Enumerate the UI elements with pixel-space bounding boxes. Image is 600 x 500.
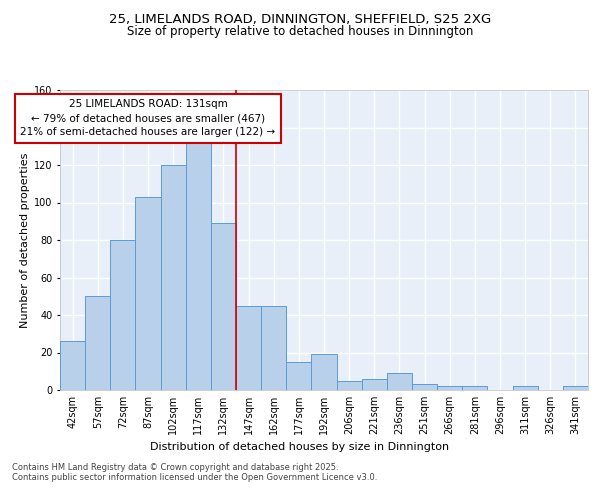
Bar <box>186 138 211 390</box>
Text: 25 LIMELANDS ROAD: 131sqm
← 79% of detached houses are smaller (467)
21% of semi: 25 LIMELANDS ROAD: 131sqm ← 79% of detac… <box>20 100 275 138</box>
Text: Contains HM Land Registry data © Crown copyright and database right 2025.
Contai: Contains HM Land Registry data © Crown c… <box>12 462 377 482</box>
Text: 25, LIMELANDS ROAD, DINNINGTON, SHEFFIELD, S25 2XG: 25, LIMELANDS ROAD, DINNINGTON, SHEFFIEL… <box>109 12 491 26</box>
Bar <box>437 386 462 390</box>
Bar <box>337 380 362 390</box>
Bar <box>261 306 286 390</box>
Bar <box>311 354 337 390</box>
Y-axis label: Number of detached properties: Number of detached properties <box>20 152 29 328</box>
Bar <box>286 362 311 390</box>
Bar <box>136 197 161 390</box>
Bar <box>563 386 588 390</box>
Bar <box>110 240 136 390</box>
Text: Size of property relative to detached houses in Dinnington: Size of property relative to detached ho… <box>127 25 473 38</box>
Bar <box>362 379 387 390</box>
Bar <box>60 341 85 390</box>
Bar <box>512 386 538 390</box>
Bar <box>85 296 110 390</box>
Bar <box>462 386 487 390</box>
Bar <box>161 165 186 390</box>
Bar <box>387 373 412 390</box>
Bar <box>412 384 437 390</box>
Bar <box>211 223 236 390</box>
Text: Distribution of detached houses by size in Dinnington: Distribution of detached houses by size … <box>151 442 449 452</box>
Bar <box>236 306 261 390</box>
